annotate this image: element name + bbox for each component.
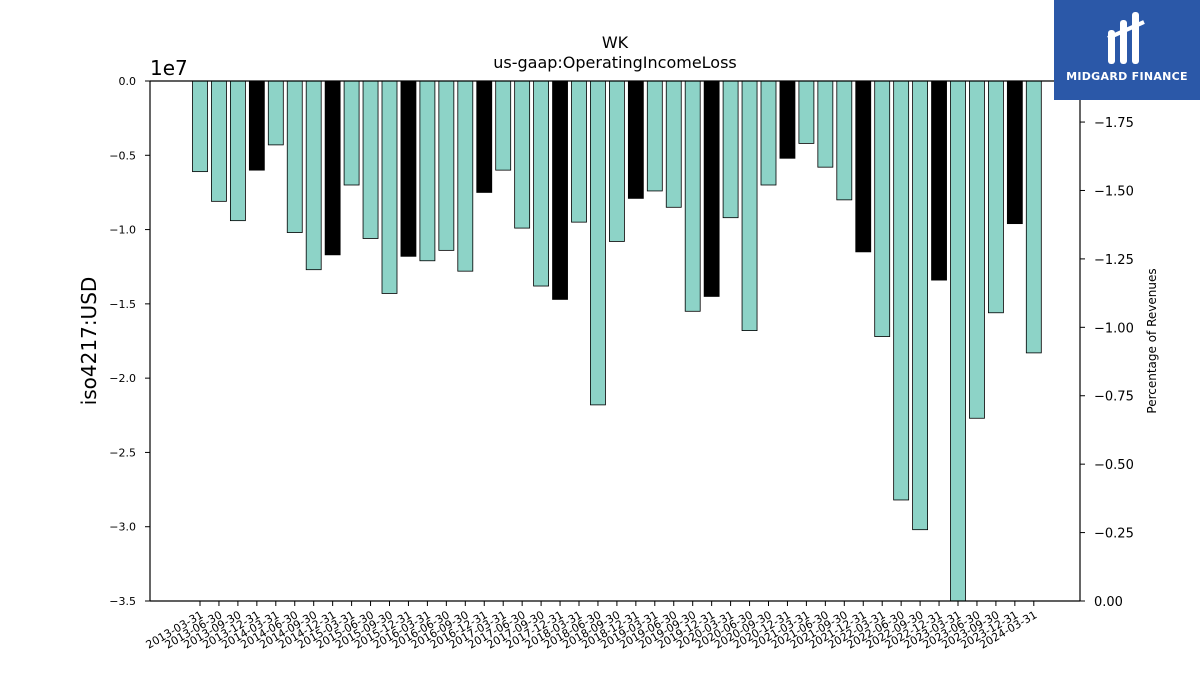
- bar: [343, 80, 360, 186]
- bar: [267, 80, 284, 146]
- bar: [627, 80, 644, 199]
- y-tick-label: −2.5: [109, 446, 136, 459]
- y2-axis-label: Percentage of Revenues: [1145, 268, 1159, 413]
- bar: [760, 80, 777, 186]
- brand-name: MIDGARD FINANCE: [1066, 70, 1188, 83]
- bar: [248, 80, 265, 171]
- bar: [779, 80, 796, 159]
- bar: [571, 80, 587, 223]
- bar: [855, 80, 872, 253]
- bar: [324, 80, 341, 256]
- bar: [893, 80, 910, 501]
- bar: [286, 80, 303, 233]
- bar: [646, 80, 663, 192]
- bar: [362, 80, 379, 239]
- bar: [192, 80, 208, 173]
- bar: [381, 80, 398, 294]
- bar: [305, 80, 322, 271]
- y-tick-label: −3.0: [109, 521, 136, 534]
- y-offset-label: 1e7: [150, 56, 188, 80]
- bar: [438, 80, 455, 251]
- y-tick-label: −3.5: [109, 595, 136, 608]
- bar: [457, 80, 474, 272]
- y-tick-label: 0.0: [119, 75, 137, 88]
- bar: [722, 80, 739, 219]
- y-tick-label: −0.5: [109, 149, 136, 162]
- bar: [798, 80, 815, 144]
- y2-tick-label: −1.00: [1094, 321, 1134, 336]
- bar: [969, 80, 985, 419]
- bar: [495, 80, 512, 171]
- bar: [476, 80, 493, 193]
- bar: [1006, 80, 1023, 225]
- y2-tick-label: −0.25: [1094, 527, 1134, 542]
- y2-tick-label: −1.25: [1094, 253, 1134, 268]
- y2-tick-label: −1.50: [1094, 184, 1134, 199]
- y-tick-label: −2.0: [109, 372, 136, 385]
- y2-tick-label: 0.00: [1094, 595, 1123, 610]
- bar: [211, 80, 227, 202]
- bar: [912, 80, 928, 531]
- y2-tick-label: −0.50: [1094, 458, 1134, 473]
- bar: [931, 80, 947, 281]
- bar: [703, 80, 720, 297]
- bar: [684, 80, 701, 312]
- bar: [514, 80, 531, 229]
- axes-group: 2013-03-312013-06-302013-09-302013-12-31…: [109, 75, 1134, 652]
- bar: [950, 80, 966, 602]
- midgard-logo-icon: [1107, 12, 1145, 64]
- brand-logo[interactable]: MIDGARD FINANCE: [1054, 0, 1200, 100]
- bars-group: [192, 80, 1042, 602]
- chart-subtitle: us-gaap:OperatingIncomeLoss: [493, 53, 737, 72]
- bar: [552, 80, 568, 300]
- bar: [1025, 80, 1042, 354]
- chart-title: WK: [602, 33, 629, 52]
- bar: [874, 80, 891, 337]
- bar: [419, 80, 436, 262]
- y2-tick-label: −0.75: [1094, 390, 1134, 405]
- bar: [533, 80, 549, 287]
- bar: [817, 80, 834, 168]
- y-tick-label: −1.5: [109, 298, 136, 311]
- bar: [609, 80, 625, 242]
- bar: [590, 80, 606, 406]
- y-tick-label: −1.0: [109, 224, 136, 237]
- bar: [988, 80, 1004, 314]
- bar: [229, 80, 246, 222]
- y-axis-label: iso4217:USD: [77, 277, 101, 406]
- bar: [665, 80, 682, 208]
- bar: [836, 80, 853, 201]
- bar: [400, 80, 417, 257]
- y2-tick-label: −1.75: [1094, 116, 1134, 131]
- bar: [741, 80, 758, 332]
